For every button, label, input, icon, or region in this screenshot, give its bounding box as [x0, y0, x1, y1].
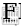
Text: FIG. 2: FIG. 2 [2, 2, 21, 23]
